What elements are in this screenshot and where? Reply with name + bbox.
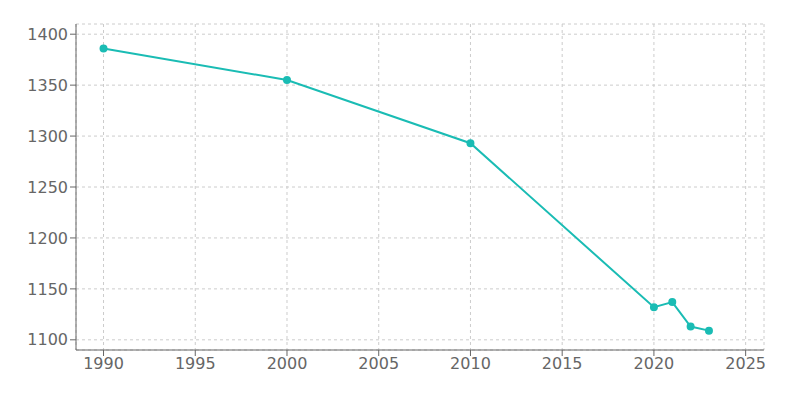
- svg-text:2015: 2015: [542, 354, 583, 373]
- svg-text:2025: 2025: [725, 354, 766, 373]
- svg-text:2000: 2000: [267, 354, 308, 373]
- svg-text:2005: 2005: [358, 354, 399, 373]
- svg-text:1400: 1400: [27, 25, 68, 44]
- svg-text:1200: 1200: [27, 229, 68, 248]
- svg-text:1250: 1250: [27, 178, 68, 197]
- svg-text:1990: 1990: [83, 354, 124, 373]
- svg-text:1995: 1995: [175, 354, 216, 373]
- svg-text:1100: 1100: [27, 330, 68, 349]
- svg-text:2010: 2010: [450, 354, 491, 373]
- svg-text:1300: 1300: [27, 127, 68, 146]
- svg-text:1350: 1350: [27, 76, 68, 95]
- svg-text:1150: 1150: [27, 280, 68, 299]
- svg-text:2020: 2020: [634, 354, 675, 373]
